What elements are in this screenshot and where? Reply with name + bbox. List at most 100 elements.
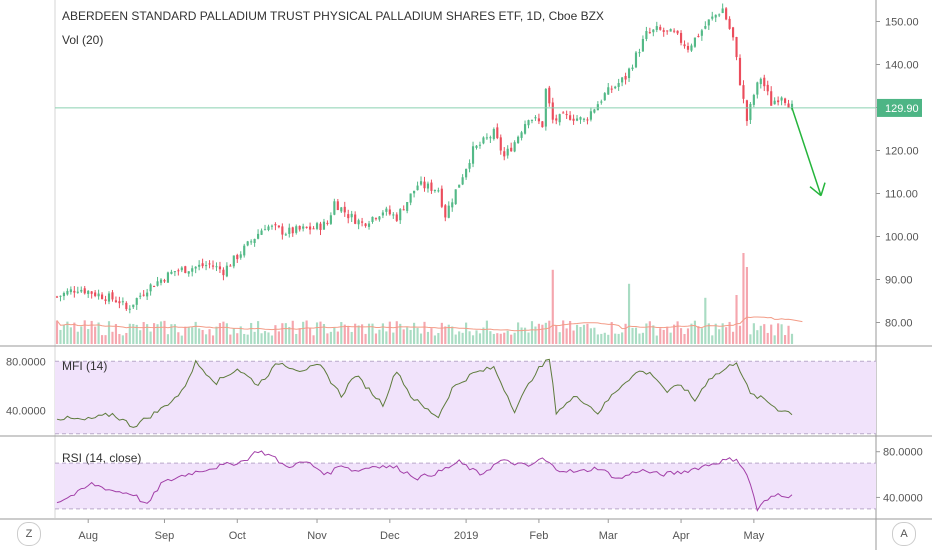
candle-up xyxy=(246,241,249,246)
candle-up xyxy=(215,266,218,268)
candle-up xyxy=(530,119,534,121)
candle-down xyxy=(541,121,544,128)
volume-bar xyxy=(364,333,367,344)
candle-up xyxy=(187,271,190,274)
candle-down xyxy=(104,299,107,301)
rsi-tick-label: 80.0000 xyxy=(883,447,923,459)
candle-up xyxy=(416,185,419,191)
candle-up xyxy=(315,223,319,229)
volume-bar xyxy=(707,323,710,344)
volume-bar xyxy=(374,333,378,344)
volume-bar xyxy=(648,321,651,344)
candle-up xyxy=(645,31,648,39)
volume-bar xyxy=(354,323,357,344)
chart-title: ABERDEEN STANDARD PALLADIUM TRUST PHYSIC… xyxy=(62,9,604,23)
volume-bar xyxy=(250,322,253,344)
candle-down xyxy=(777,100,780,103)
zoom-reset-button[interactable]: Z xyxy=(17,522,41,546)
candle-up xyxy=(468,163,471,169)
candle-up xyxy=(419,181,423,185)
candle-up xyxy=(329,215,332,224)
volume-bar xyxy=(433,335,436,344)
last-price-badge xyxy=(877,98,922,117)
candle-up xyxy=(66,290,69,295)
time-tick-label: Feb xyxy=(529,530,548,542)
volume-bar xyxy=(274,325,277,344)
candle-down xyxy=(697,35,700,37)
mfi-tick-label: 40.0000 xyxy=(6,405,46,417)
candle-down xyxy=(440,188,443,207)
candle-down xyxy=(395,214,398,221)
volume-bar xyxy=(783,335,787,344)
candle-down xyxy=(763,77,766,87)
volume-bar xyxy=(208,329,211,344)
volume-bar xyxy=(634,327,638,344)
auto-scale-button[interactable]: A xyxy=(892,522,916,546)
candle-up xyxy=(107,293,111,302)
volume-bar xyxy=(253,331,256,344)
volume-bar xyxy=(555,325,558,344)
volume-bar xyxy=(194,321,197,344)
candle-down xyxy=(211,265,215,267)
candle-up xyxy=(454,189,457,205)
candle-down xyxy=(343,206,346,213)
candle-down xyxy=(430,182,433,191)
candle-up xyxy=(170,271,173,274)
volume-bar xyxy=(447,324,450,344)
candle-up xyxy=(166,272,170,283)
candle-up xyxy=(257,233,260,239)
rsi-line xyxy=(56,450,793,512)
volume-bar xyxy=(392,332,395,344)
volume-bar xyxy=(742,253,745,344)
volume-bar xyxy=(371,323,374,344)
candle-up xyxy=(485,137,488,139)
candle-up xyxy=(790,103,794,110)
candle-up xyxy=(517,136,520,144)
candle-up xyxy=(128,308,131,310)
volume-bar xyxy=(718,329,721,344)
volume-bar xyxy=(565,328,568,344)
volume-bar xyxy=(582,324,586,344)
volume-bar xyxy=(537,323,540,344)
volume-bar xyxy=(780,324,783,344)
candle-down xyxy=(787,103,790,108)
candle-up xyxy=(243,245,246,256)
candle-down xyxy=(444,205,447,218)
candle-up xyxy=(322,221,326,230)
volume-bar xyxy=(413,322,416,344)
volume-bar xyxy=(673,324,676,344)
candle-down xyxy=(548,87,551,104)
volume-bar xyxy=(451,326,454,344)
volume-bar xyxy=(295,333,298,344)
candle-up xyxy=(194,266,197,269)
volume-bar xyxy=(402,329,405,344)
candle-up xyxy=(558,114,561,123)
candle-down xyxy=(312,228,315,230)
volume-bar xyxy=(340,322,343,344)
volume-label: Vol (20) xyxy=(62,33,104,47)
price-tick-label: 80.00 xyxy=(885,318,913,330)
candle-up xyxy=(135,298,138,305)
candle-up xyxy=(707,19,710,26)
candle-up xyxy=(593,109,596,113)
volume-bar xyxy=(693,320,696,344)
candle-up xyxy=(350,213,353,218)
volume-bar xyxy=(489,331,492,344)
candle-up xyxy=(614,86,617,89)
volume-bar xyxy=(257,321,260,344)
candle-up xyxy=(600,101,603,103)
candle-down xyxy=(624,75,627,80)
volume-bar xyxy=(367,323,371,344)
candle-up xyxy=(149,284,152,292)
candle-down xyxy=(361,221,364,223)
volume-ma-line xyxy=(56,316,803,332)
volume-bar xyxy=(655,335,658,344)
candle-down xyxy=(177,270,180,272)
volume-bar xyxy=(444,326,447,344)
candle-down xyxy=(309,226,312,230)
candle-down xyxy=(402,209,405,211)
volume-bar xyxy=(156,324,159,344)
candle-up xyxy=(392,214,395,216)
volume-bar xyxy=(607,334,610,344)
volume-bar xyxy=(215,326,218,344)
